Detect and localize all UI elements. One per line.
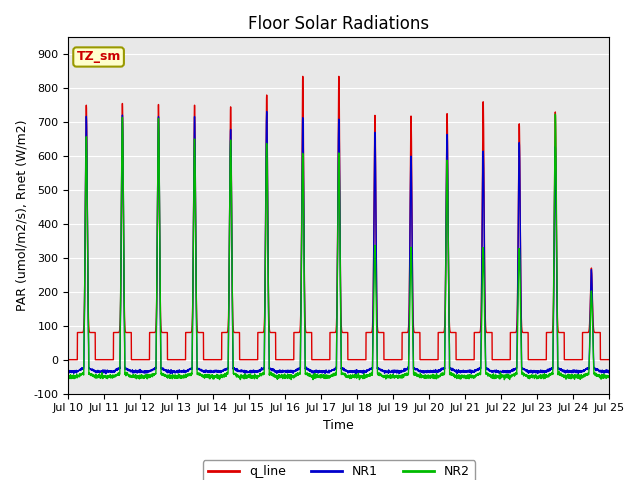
NR1 <box>263 108 271 114</box>
NR2 <box>605 374 613 380</box>
q_line <box>216 357 223 362</box>
Legend: q_line, NR1, NR2: q_line, NR1, NR2 <box>202 460 475 480</box>
Text: TZ_sm: TZ_sm <box>76 50 121 63</box>
NR1 <box>216 368 223 374</box>
NR2 <box>500 377 508 383</box>
NR1 <box>102 371 109 377</box>
Line: NR2: NR2 <box>68 114 609 380</box>
X-axis label: Time: Time <box>323 419 354 432</box>
Line: q_line: q_line <box>68 76 609 360</box>
NR2 <box>552 111 559 117</box>
Title: Floor Solar Radiations: Floor Solar Radiations <box>248 15 429 33</box>
q_line <box>392 357 399 362</box>
NR1 <box>180 370 188 375</box>
q_line <box>605 357 613 362</box>
NR2 <box>401 372 409 378</box>
q_line <box>180 357 188 362</box>
NR2 <box>65 374 72 380</box>
Line: NR1: NR1 <box>68 111 609 374</box>
NR2 <box>554 371 562 377</box>
q_line <box>554 327 562 333</box>
NR1 <box>605 370 613 375</box>
q_line <box>65 357 72 362</box>
NR2 <box>605 373 613 379</box>
NR1 <box>554 365 562 371</box>
NR2 <box>216 374 223 380</box>
NR2 <box>392 373 399 379</box>
q_line <box>605 357 613 362</box>
Y-axis label: PAR (umol/m2/s), Rnet (W/m2): PAR (umol/m2/s), Rnet (W/m2) <box>15 120 28 311</box>
NR1 <box>605 369 613 375</box>
q_line <box>299 73 307 79</box>
NR1 <box>65 368 72 374</box>
NR2 <box>180 374 188 380</box>
q_line <box>401 330 409 336</box>
NR1 <box>392 369 399 375</box>
NR1 <box>401 367 409 372</box>
